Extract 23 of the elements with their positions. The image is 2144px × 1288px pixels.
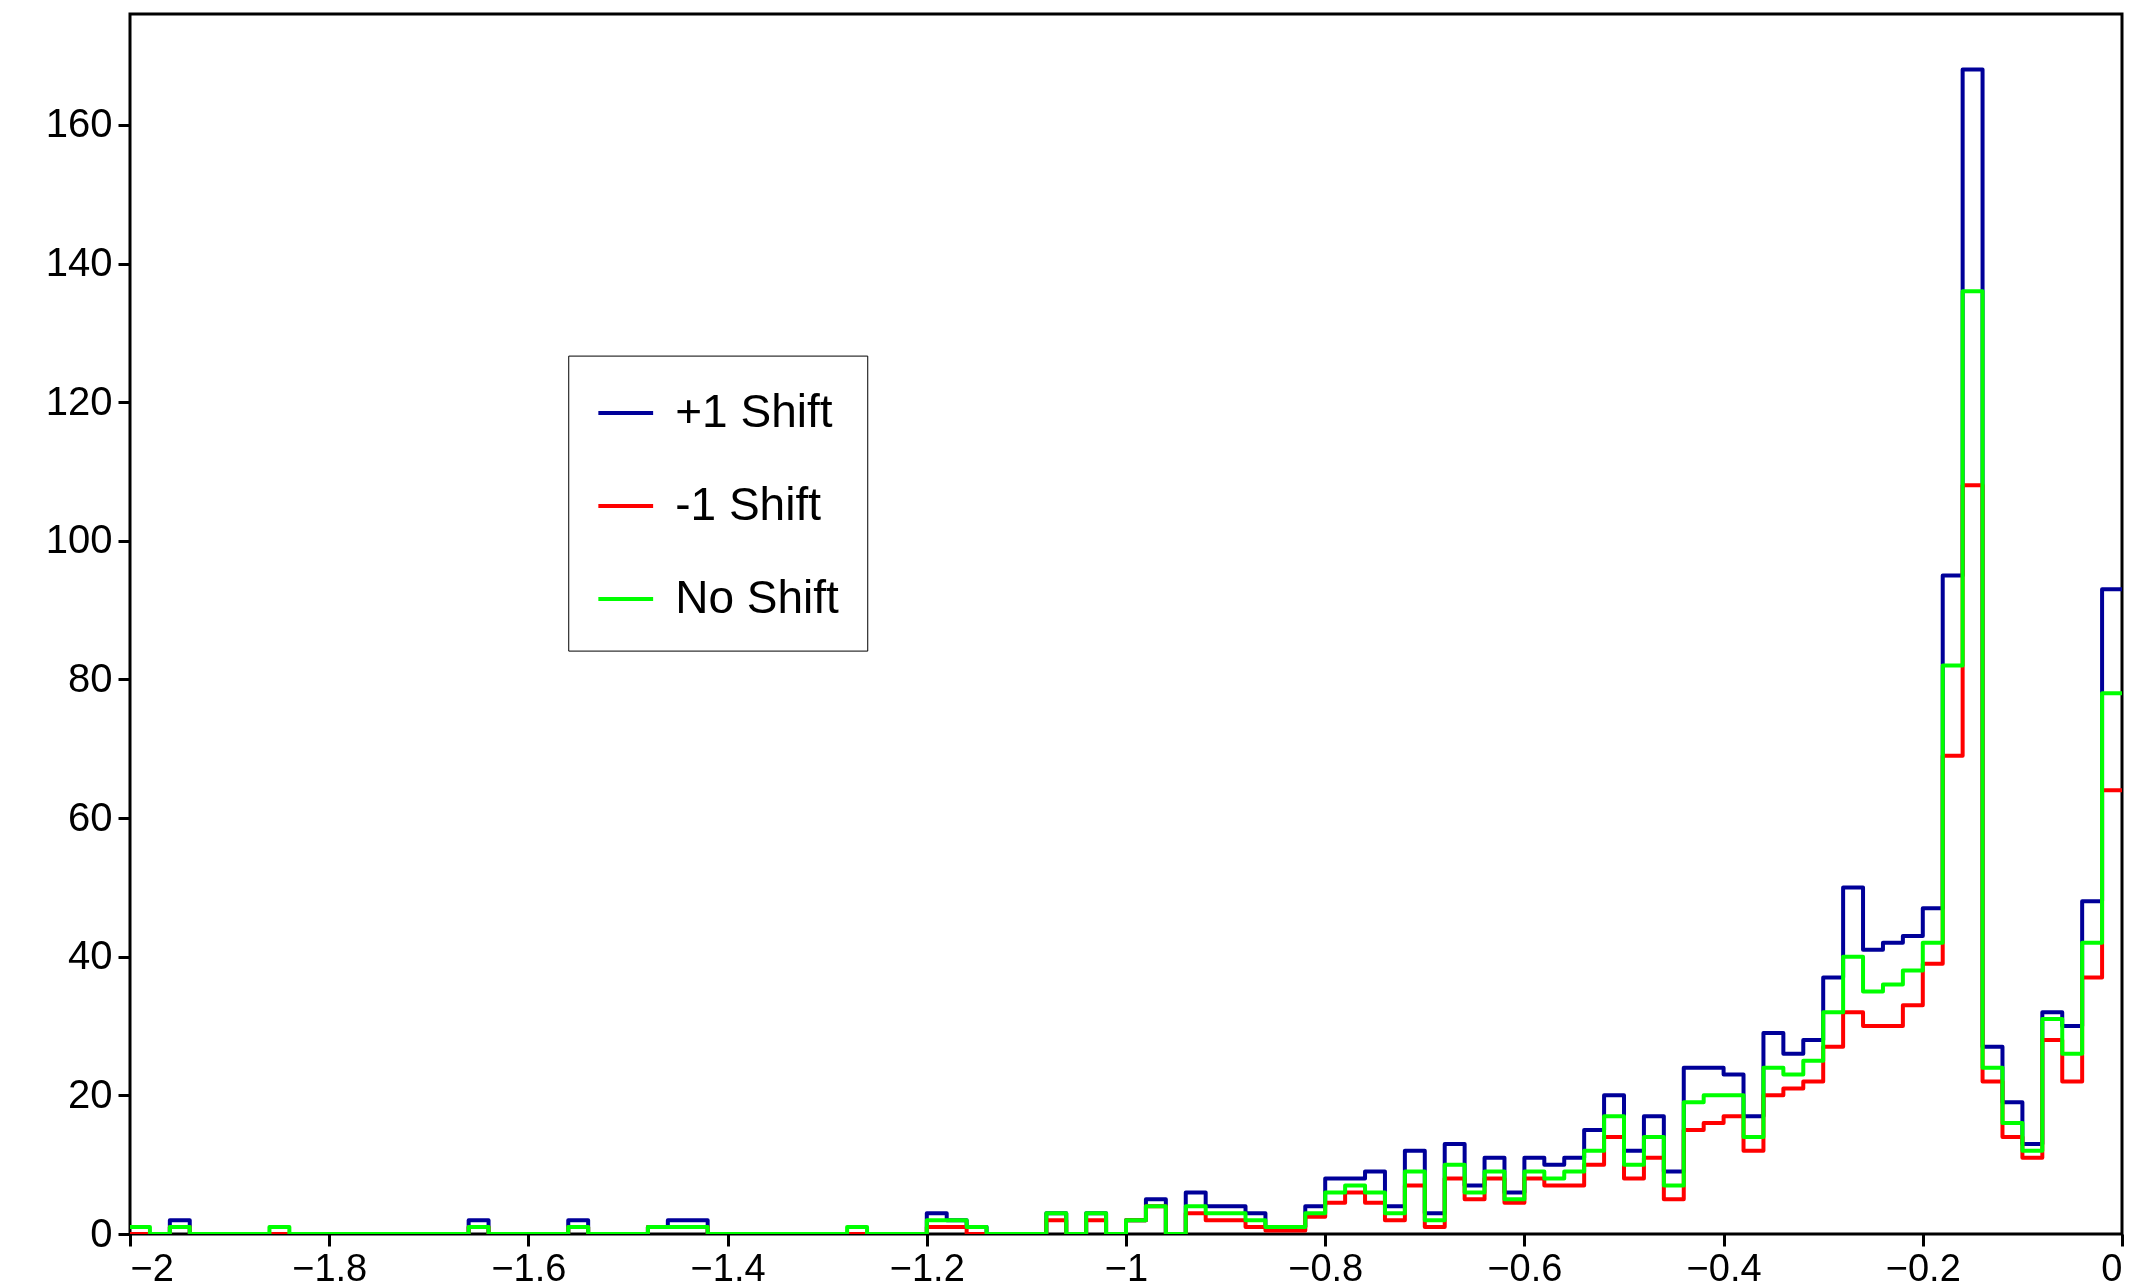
x-tick-label: −1.6 bbox=[491, 1246, 567, 1288]
x-tick-label: −1 bbox=[1104, 1246, 1149, 1288]
y-tick-label: 140 bbox=[45, 240, 113, 285]
x-tick-label: −0.6 bbox=[1487, 1246, 1563, 1288]
y-tick-label: 20 bbox=[68, 1071, 113, 1116]
y-tick-label: 100 bbox=[45, 517, 113, 562]
x-tick-label: −1.2 bbox=[889, 1246, 965, 1288]
x-tick-label: −1.4 bbox=[690, 1246, 766, 1288]
x-tick-label: −0.8 bbox=[1288, 1246, 1364, 1288]
y-tick-label: 40 bbox=[68, 933, 113, 978]
y-tick-label: 120 bbox=[45, 378, 113, 423]
legend-label: +1 Shift bbox=[675, 385, 833, 438]
x-tick-label: −0.2 bbox=[1885, 1246, 1961, 1288]
x-tick-label: −1.8 bbox=[292, 1246, 368, 1288]
y-tick-label: 160 bbox=[45, 101, 113, 146]
legend-label: No Shift bbox=[675, 571, 840, 624]
legend-label: -1 Shift bbox=[675, 478, 822, 531]
x-tick-label: −2 bbox=[130, 1246, 174, 1288]
y-tick-label: 0 bbox=[90, 1210, 113, 1255]
x-tick-label: 0 bbox=[2101, 1246, 2123, 1288]
y-tick-label: 80 bbox=[68, 655, 113, 700]
x-tick-label: −0.4 bbox=[1686, 1246, 1762, 1288]
y-tick-label: 60 bbox=[68, 794, 113, 839]
